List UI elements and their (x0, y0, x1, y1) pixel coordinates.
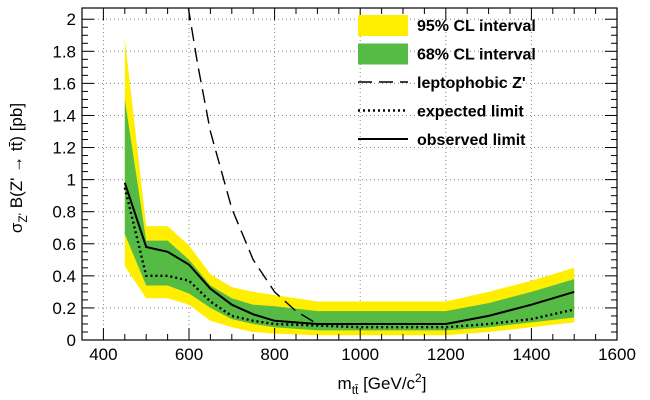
legend-95-cl-swatch (358, 15, 408, 36)
y-tick-label: 0.2 (52, 299, 76, 318)
legend-leptophobic-entry: leptophobic Z' (358, 75, 526, 92)
leptophobic-zprime-line (187, 8, 318, 325)
legend-observed-label: observed limit (417, 132, 526, 149)
x-tick-label: 1000 (341, 345, 379, 364)
legend-68-cl-label: 68% CL interval (417, 47, 536, 64)
y-tick-label: 1.8 (52, 42, 76, 61)
y-tick-label: 0.8 (52, 203, 76, 222)
y-tick-label: 1.2 (52, 139, 76, 158)
y-axis-title: σZ' B(Z' → tt̄) [pb] (7, 103, 30, 233)
legend-95-cl-entry: 95% CL interval (358, 15, 536, 36)
x-tick-label: 1600 (598, 345, 636, 364)
legend: 95% CL interval 68% CL interval leptophobi… (358, 15, 536, 149)
y-tick-label: 0.4 (52, 267, 76, 286)
legend-leptophobic-label: leptophobic Z' (417, 75, 526, 92)
band-68-cl (124, 99, 575, 331)
x-tick-label: 1400 (512, 345, 550, 364)
x-tick-label: 800 (260, 345, 288, 364)
x-tick-label: 400 (89, 345, 117, 364)
legend-95-cl-label: 95% CL interval (417, 18, 536, 35)
y-tick-label: 1.6 (52, 74, 76, 93)
plot-frame (81, 7, 618, 341)
x-tick-label: 1200 (427, 345, 465, 364)
legend-observed-entry: observed limit (358, 132, 526, 149)
y-tick-label: 0 (67, 331, 76, 350)
axes: 400 600 800 1000 1200 1400 1600 0 0.2 0.4 0.6 0.8 1 1… (52, 7, 636, 364)
y-tick-label: 0.6 (52, 235, 76, 254)
legend-68-cl-swatch (358, 43, 408, 65)
y-tick-label: 2 (67, 10, 76, 29)
y-tick-label: 1.4 (52, 106, 76, 125)
x-tick-label: 600 (175, 345, 203, 364)
legend-expected-entry: expected limit (358, 104, 524, 121)
lines (123, 8, 575, 329)
legend-expected-label: expected limit (417, 104, 524, 121)
y-tick-label: 1 (67, 171, 76, 190)
legend-68-cl-entry: 68% CL interval (358, 43, 536, 65)
x-axis-title: mtt̄ [GeV/c2] (338, 371, 427, 397)
observed-limit-line (123, 182, 575, 325)
